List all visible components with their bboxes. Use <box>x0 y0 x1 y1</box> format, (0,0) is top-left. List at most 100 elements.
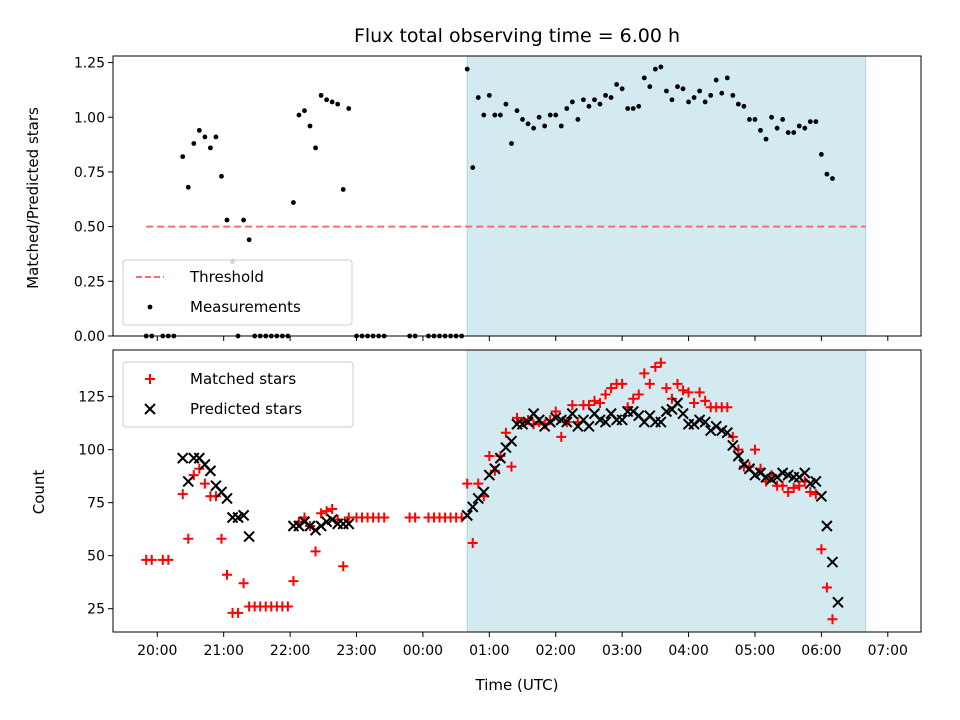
data-point <box>824 171 830 177</box>
data-point <box>583 420 595 433</box>
data-point <box>794 480 805 491</box>
data-point <box>564 106 570 111</box>
y-tick-label: 1.00 <box>74 110 105 126</box>
data-point <box>689 398 700 409</box>
data-point <box>531 125 537 131</box>
axes-frame <box>112 55 922 337</box>
data-point <box>547 112 553 118</box>
x-tick-label: 04:00 <box>668 643 708 659</box>
data-point <box>282 601 293 612</box>
data-point <box>821 520 833 532</box>
data-point <box>505 435 518 447</box>
data-point <box>243 530 255 543</box>
data-point <box>558 123 564 129</box>
data-point <box>338 561 349 572</box>
data-point <box>595 398 606 409</box>
x-tick-label: 01:00 <box>469 643 509 659</box>
y-tick-label: 75 <box>87 496 105 512</box>
data-point <box>494 452 507 464</box>
data-point <box>589 395 600 406</box>
data-point <box>769 114 774 120</box>
data-point <box>683 387 694 398</box>
data-point <box>335 101 341 107</box>
y-tick-label: 0.50 <box>74 220 105 236</box>
data-point <box>702 99 708 105</box>
data-point <box>147 304 153 310</box>
data-point <box>484 451 495 462</box>
data-point <box>628 393 639 404</box>
data-point <box>732 450 745 462</box>
data-point <box>677 407 689 420</box>
series-measurements <box>143 64 835 339</box>
data-point <box>625 106 631 111</box>
data-point <box>599 416 612 428</box>
data-point <box>199 478 210 489</box>
data-point <box>675 84 680 90</box>
data-point <box>464 66 470 72</box>
data-point <box>340 187 346 192</box>
y-tick-label: 50 <box>87 549 105 565</box>
data-point <box>832 596 844 609</box>
data-point <box>196 127 202 133</box>
data-point <box>185 184 191 190</box>
data-point <box>655 416 667 428</box>
data-point <box>489 463 501 475</box>
data-point <box>752 117 758 122</box>
data-point <box>821 582 832 593</box>
x-axis-label: Time (UTC) <box>475 676 559 694</box>
data-point <box>237 509 250 522</box>
data-point <box>805 487 816 498</box>
data-point <box>633 389 644 400</box>
data-point <box>221 492 233 505</box>
data-point <box>802 125 808 131</box>
data-point <box>163 554 174 565</box>
data-point <box>475 95 481 100</box>
data-point <box>567 400 578 411</box>
data-point <box>346 106 352 111</box>
axes-frame <box>112 349 922 633</box>
x-tick-label: 02:00 <box>536 643 576 659</box>
data-point <box>724 75 730 81</box>
x-tick-label: 07:00 <box>868 643 908 659</box>
data-point <box>536 114 542 120</box>
data-point <box>313 145 318 151</box>
data-point <box>630 106 636 111</box>
data-point <box>671 397 684 409</box>
data-point <box>208 145 213 151</box>
data-point <box>470 165 476 170</box>
y-tick-label: 0.25 <box>74 274 105 290</box>
data-point <box>329 99 335 105</box>
y-tick-label: 25 <box>87 602 105 618</box>
data-point <box>525 121 531 127</box>
data-point <box>650 361 661 372</box>
data-point <box>813 119 819 125</box>
data-point <box>182 475 194 488</box>
data-point <box>722 402 733 413</box>
data-point <box>826 556 839 568</box>
data-point <box>749 444 760 455</box>
data-point <box>796 123 802 129</box>
data-point <box>763 136 769 142</box>
data-point <box>807 119 813 125</box>
data-point <box>619 86 625 92</box>
x-tick-label: 22:00 <box>270 643 310 659</box>
data-point <box>636 103 642 109</box>
y-tick-label: 0.75 <box>74 165 105 181</box>
data-point <box>180 154 186 160</box>
data-point <box>233 607 244 618</box>
data-point <box>145 374 155 384</box>
legend-label: Predicted stars <box>190 400 302 418</box>
data-point <box>691 95 697 100</box>
data-point <box>818 152 824 157</box>
data-point <box>758 127 763 133</box>
data-point <box>788 482 799 493</box>
data-point <box>478 486 490 498</box>
data-point <box>224 217 230 223</box>
data-point <box>830 176 835 181</box>
data-point <box>721 426 734 439</box>
data-point <box>727 439 739 452</box>
data-point <box>321 506 332 517</box>
data-point <box>146 554 157 565</box>
x-tick-label: 05:00 <box>735 643 775 659</box>
data-point <box>191 141 197 146</box>
